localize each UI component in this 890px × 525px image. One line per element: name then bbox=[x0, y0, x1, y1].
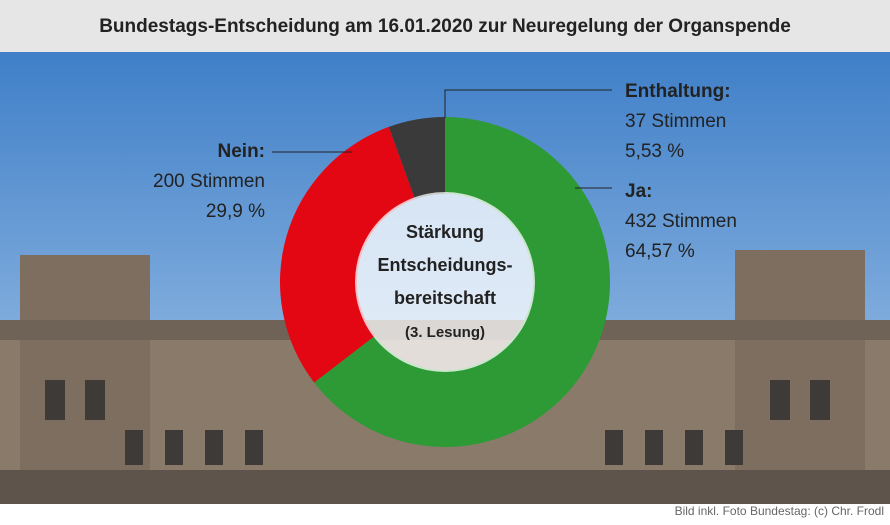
title-bar bbox=[0, 0, 890, 52]
center-text: (3. Lesung) bbox=[405, 324, 485, 341]
donut-slice bbox=[314, 117, 610, 447]
value-label: 200 Stimmen bbox=[153, 171, 265, 192]
percent-label: 64,57 % bbox=[625, 241, 695, 262]
value-label: 432 Stimmen bbox=[625, 211, 737, 232]
category-label: Enthaltung: bbox=[625, 81, 731, 102]
percent-label: 5,53 % bbox=[625, 141, 684, 162]
center-text: Stärkung bbox=[406, 222, 484, 242]
chart-title: Bundestags-Entscheidung am 16.01.2020 zu… bbox=[99, 16, 791, 37]
center-text: bereitschaft bbox=[394, 288, 496, 308]
leader-line bbox=[444, 89, 612, 118]
category-label: Ja: bbox=[625, 181, 652, 202]
center-text: Entscheidungs- bbox=[377, 255, 512, 275]
donut-hole bbox=[355, 192, 535, 372]
credit: Bild inkl. Foto Bundestag: (c) Chr. Frod… bbox=[675, 504, 884, 518]
footer bbox=[0, 504, 890, 520]
percent-label: 29,9 % bbox=[206, 201, 265, 222]
category-label: Nein: bbox=[218, 141, 266, 162]
donut-slice bbox=[388, 117, 445, 200]
donut-slice bbox=[280, 126, 416, 383]
value-label: 37 Stimmen bbox=[625, 111, 726, 132]
